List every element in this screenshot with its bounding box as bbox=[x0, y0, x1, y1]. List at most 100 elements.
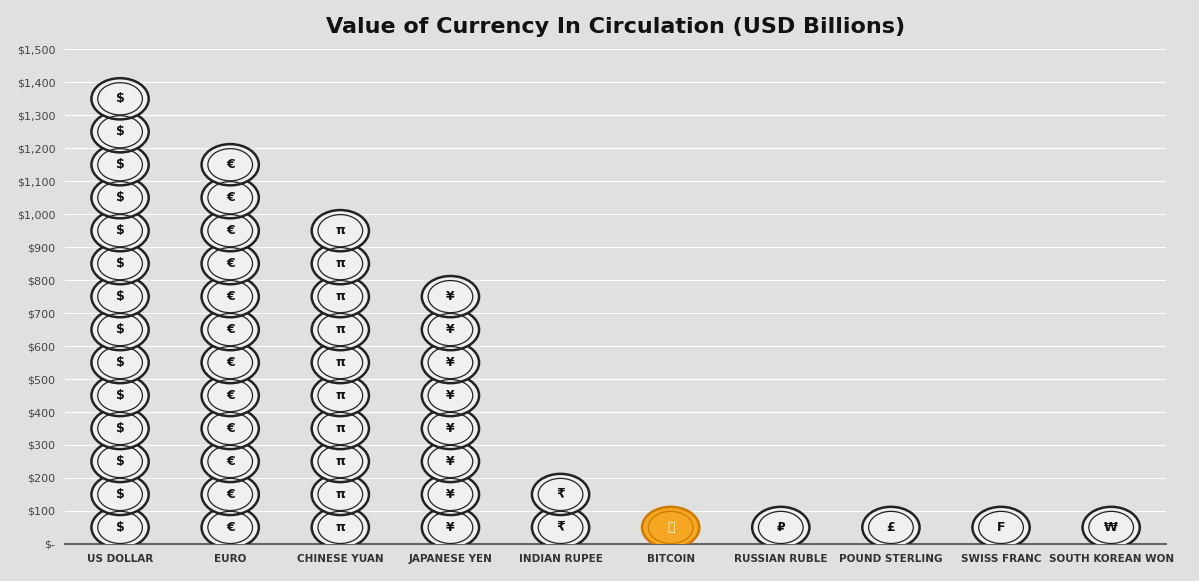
Ellipse shape bbox=[641, 507, 699, 548]
Ellipse shape bbox=[91, 441, 149, 482]
Text: F: F bbox=[996, 521, 1005, 534]
Ellipse shape bbox=[201, 408, 259, 449]
Text: €: € bbox=[225, 191, 235, 204]
Ellipse shape bbox=[201, 276, 259, 317]
Ellipse shape bbox=[201, 375, 259, 416]
Ellipse shape bbox=[532, 507, 589, 548]
Text: $: $ bbox=[115, 257, 125, 270]
Ellipse shape bbox=[312, 276, 369, 317]
Ellipse shape bbox=[91, 177, 149, 218]
Text: €: € bbox=[225, 356, 235, 369]
Ellipse shape bbox=[312, 342, 369, 383]
Ellipse shape bbox=[91, 111, 149, 152]
Ellipse shape bbox=[201, 177, 259, 218]
Ellipse shape bbox=[312, 441, 369, 482]
Text: $: $ bbox=[115, 488, 125, 501]
Text: ¥: ¥ bbox=[446, 455, 454, 468]
Text: ₿: ₿ bbox=[667, 521, 674, 534]
Text: $: $ bbox=[115, 389, 125, 402]
Text: ¥: ¥ bbox=[446, 356, 454, 369]
Ellipse shape bbox=[91, 210, 149, 252]
Text: π: π bbox=[336, 422, 345, 435]
Ellipse shape bbox=[422, 276, 480, 317]
Text: π: π bbox=[336, 224, 345, 237]
Text: $: $ bbox=[115, 92, 125, 105]
Ellipse shape bbox=[862, 507, 920, 548]
Text: ₹: ₹ bbox=[556, 521, 565, 534]
Text: €: € bbox=[225, 224, 235, 237]
Ellipse shape bbox=[201, 342, 259, 383]
Ellipse shape bbox=[201, 210, 259, 252]
Ellipse shape bbox=[422, 375, 480, 416]
Text: π: π bbox=[336, 356, 345, 369]
Ellipse shape bbox=[201, 441, 259, 482]
Text: π: π bbox=[336, 257, 345, 270]
Ellipse shape bbox=[312, 243, 369, 284]
Ellipse shape bbox=[1083, 507, 1140, 548]
Ellipse shape bbox=[312, 408, 369, 449]
Ellipse shape bbox=[91, 408, 149, 449]
Text: $: $ bbox=[115, 323, 125, 336]
Text: ₽: ₽ bbox=[777, 521, 785, 534]
Text: π: π bbox=[336, 323, 345, 336]
Text: €: € bbox=[225, 455, 235, 468]
Ellipse shape bbox=[422, 342, 480, 383]
Text: π: π bbox=[336, 521, 345, 534]
Text: $: $ bbox=[115, 290, 125, 303]
Ellipse shape bbox=[422, 408, 480, 449]
Text: €: € bbox=[225, 389, 235, 402]
Ellipse shape bbox=[201, 507, 259, 548]
Text: π: π bbox=[336, 389, 345, 402]
Ellipse shape bbox=[422, 309, 480, 350]
Text: ¥: ¥ bbox=[446, 488, 454, 501]
Ellipse shape bbox=[91, 507, 149, 548]
Ellipse shape bbox=[201, 144, 259, 185]
Ellipse shape bbox=[422, 441, 480, 482]
Text: $: $ bbox=[115, 455, 125, 468]
Ellipse shape bbox=[91, 375, 149, 416]
Ellipse shape bbox=[312, 474, 369, 515]
Ellipse shape bbox=[91, 342, 149, 383]
Text: €: € bbox=[225, 323, 235, 336]
Ellipse shape bbox=[91, 144, 149, 185]
Ellipse shape bbox=[201, 474, 259, 515]
Text: $: $ bbox=[115, 158, 125, 171]
Ellipse shape bbox=[201, 243, 259, 284]
Text: £: £ bbox=[886, 521, 896, 534]
Ellipse shape bbox=[422, 474, 480, 515]
Ellipse shape bbox=[532, 474, 589, 515]
Text: π: π bbox=[336, 290, 345, 303]
Text: π: π bbox=[336, 488, 345, 501]
Ellipse shape bbox=[91, 309, 149, 350]
Ellipse shape bbox=[312, 210, 369, 252]
Ellipse shape bbox=[91, 474, 149, 515]
Text: €: € bbox=[225, 521, 235, 534]
Text: ₹: ₹ bbox=[556, 488, 565, 501]
Ellipse shape bbox=[91, 276, 149, 317]
Text: ¥: ¥ bbox=[446, 389, 454, 402]
Text: ¥: ¥ bbox=[446, 422, 454, 435]
Ellipse shape bbox=[972, 507, 1030, 548]
Text: $: $ bbox=[115, 356, 125, 369]
Text: €: € bbox=[225, 158, 235, 171]
Text: $: $ bbox=[115, 191, 125, 204]
Ellipse shape bbox=[312, 375, 369, 416]
Ellipse shape bbox=[312, 309, 369, 350]
Ellipse shape bbox=[91, 243, 149, 284]
Text: €: € bbox=[225, 422, 235, 435]
Text: €: € bbox=[225, 290, 235, 303]
Text: $: $ bbox=[115, 125, 125, 138]
Title: Value of Currency In Circulation (USD Billions): Value of Currency In Circulation (USD Bi… bbox=[326, 17, 905, 37]
Ellipse shape bbox=[201, 309, 259, 350]
Ellipse shape bbox=[91, 78, 149, 120]
Text: $: $ bbox=[115, 224, 125, 237]
Text: ₩: ₩ bbox=[1104, 521, 1117, 534]
Text: ¥: ¥ bbox=[446, 290, 454, 303]
Ellipse shape bbox=[422, 507, 480, 548]
Ellipse shape bbox=[312, 507, 369, 548]
Text: π: π bbox=[336, 455, 345, 468]
Text: ¥: ¥ bbox=[446, 323, 454, 336]
Text: €: € bbox=[225, 257, 235, 270]
Text: $: $ bbox=[115, 422, 125, 435]
Ellipse shape bbox=[752, 507, 809, 548]
